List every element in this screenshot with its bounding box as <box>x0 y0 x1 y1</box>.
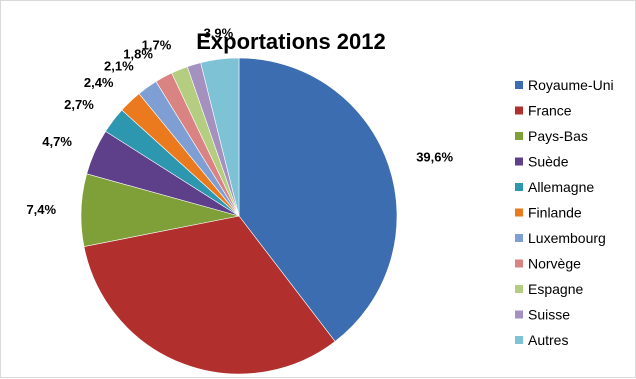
data-labels: 39,6%32,3%7,4%4,7%2,7%2,4%2,1%1,8%1,7%3,… <box>26 25 453 217</box>
legend-label: Luxembourg <box>528 230 606 246</box>
legend-item-suede: Suède <box>515 154 569 170</box>
legend-swatch <box>515 106 523 115</box>
legend-label: Norvège <box>528 256 581 272</box>
data-label-luxembourg: 2,1% <box>104 58 134 73</box>
legend-swatch <box>515 81 523 89</box>
legend-label: Suède <box>528 154 569 170</box>
legend-swatch <box>515 259 523 268</box>
legend-item-suisse: Suisse <box>515 307 570 323</box>
legend-item-espagne: Espagne <box>515 281 583 297</box>
legend-swatch <box>515 310 523 319</box>
legend-label: Pays-Bas <box>528 128 588 144</box>
data-label-allemagne: 2,7% <box>64 97 94 112</box>
legend-swatch <box>515 285 523 293</box>
pie-slice-france <box>83 215 336 375</box>
data-label-suede: 4,7% <box>42 134 72 149</box>
legend-label: Suisse <box>528 307 570 323</box>
legend-swatch <box>515 336 523 344</box>
data-label-norvege: 1,8% <box>123 46 153 61</box>
data-label-finlande: 2,4% <box>84 75 114 90</box>
legend-label: Royaume-Uni <box>528 77 614 93</box>
legend-swatch <box>515 132 523 140</box>
legend-item-allemagne: Allemagne <box>515 179 594 195</box>
legend-label: Allemagne <box>528 179 594 195</box>
legend-swatch <box>515 234 523 242</box>
pie-slices <box>80 57 398 375</box>
legend-label: Autres <box>528 332 568 348</box>
legend-item-norvege: Norvège <box>515 256 581 272</box>
legend-label: France <box>528 103 572 119</box>
data-label-pays-bas: 7,4% <box>26 202 56 217</box>
legend-item-finlande: Finlande <box>515 205 582 221</box>
legend-item-luxembourg: Luxembourg <box>515 230 606 246</box>
legend-label: Espagne <box>528 281 583 297</box>
legend-swatch <box>515 157 523 166</box>
data-label-espagne: 1,7% <box>142 38 172 53</box>
data-label-autres: 3,9% <box>204 25 234 40</box>
legend-label: Finlande <box>528 205 582 221</box>
legend-swatch <box>515 183 523 191</box>
legend-item-pays-bas: Pays-Bas <box>515 128 588 144</box>
data-label-royaume-uni: 39,6% <box>416 150 453 165</box>
pie-slice-autres <box>200 57 240 217</box>
legend: Royaume-Uni France Pays-Bas Suède Allemagne F… <box>515 77 614 348</box>
legend-item-autres: Autres <box>515 332 568 348</box>
legend-item-france: France <box>515 103 572 119</box>
pie-slice-royaume-uni <box>238 57 398 342</box>
legend-swatch <box>515 208 523 217</box>
legend-item-royaume-uni: Royaume-Uni <box>515 77 614 93</box>
chart-title: Exportations 2012 <box>196 29 386 54</box>
